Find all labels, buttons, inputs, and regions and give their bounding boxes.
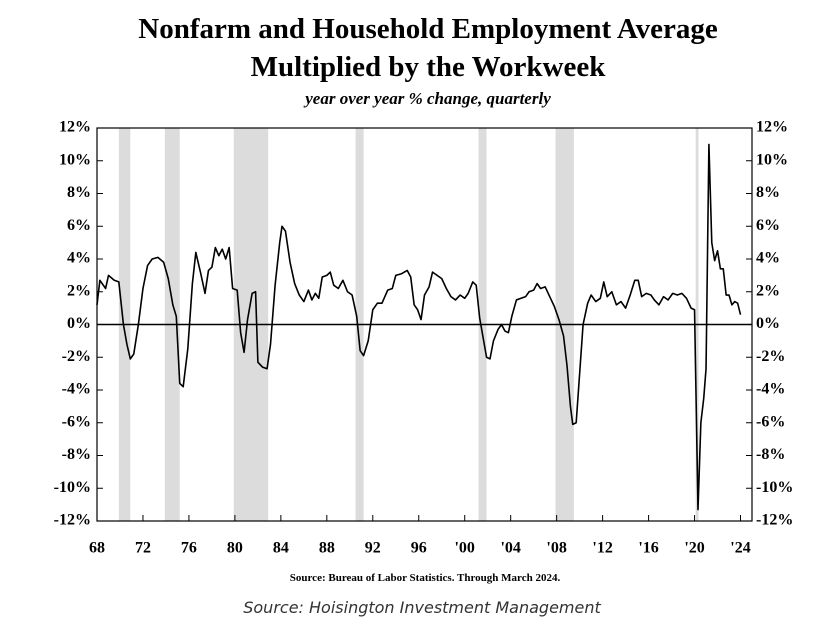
y2-tick-label: 4%	[756, 250, 780, 267]
y2-tick-label: 10%	[756, 151, 788, 168]
y-tick-label: -2%	[62, 348, 91, 365]
footer: Source: Hoisington Investment Management	[243, 598, 601, 617]
y-tick-label: 0%	[67, 315, 91, 332]
y2-tick-label: -10%	[756, 479, 793, 496]
y2-tick-label: 0%	[756, 315, 780, 332]
x-tick-label: 80	[227, 540, 243, 557]
x-tick-label: 76	[181, 540, 197, 557]
x-tick-label: '20	[684, 540, 704, 557]
y2-tick-label: -6%	[756, 413, 785, 430]
x-tick-label: 92	[365, 540, 381, 557]
x-tick-label: 68	[89, 540, 105, 557]
y2-tick-label: -2%	[756, 348, 785, 365]
y-tick-label: 12%	[59, 119, 91, 136]
x-tick-label: '04	[500, 540, 520, 557]
y-tick-label: 6%	[67, 217, 91, 234]
y-tick-label: -10%	[54, 479, 91, 496]
x-tick-label: '24	[730, 540, 750, 557]
data-line	[96, 143, 742, 511]
y2-tick-label: -8%	[756, 446, 785, 463]
source-note: Source: Bureau of Labor Statistics. Thro…	[290, 572, 561, 584]
x-tick-label: 96	[411, 540, 427, 557]
y2-tick-label: -4%	[756, 381, 785, 398]
y-tick-label: 4%	[67, 250, 91, 267]
x-tick-label: '12	[592, 540, 612, 557]
y2-tick-label: 8%	[756, 184, 780, 201]
x-tick-label: '16	[638, 540, 658, 557]
y2-tick-label: 2%	[756, 282, 780, 299]
y2-tick-label: 6%	[756, 217, 780, 234]
x-tick-label: 88	[319, 540, 335, 557]
y2-tick-label: -12%	[756, 512, 793, 529]
y-tick-label: -6%	[62, 413, 91, 430]
y-tick-label: -12%	[54, 512, 91, 529]
x-tick-label: '00	[454, 540, 474, 557]
y-tick-label: -4%	[62, 381, 91, 398]
y-tick-label: 8%	[67, 184, 91, 201]
x-tick-label: '08	[546, 540, 566, 557]
y2-tick-label: 12%	[756, 119, 788, 136]
chart-title: Nonfarm and Household Employment Average	[138, 13, 718, 45]
x-tick-label: 72	[135, 540, 151, 557]
y-tick-label: 10%	[59, 151, 91, 168]
chart-subtitle: year over year % change, quarterly	[303, 89, 551, 108]
chart-title: Multiplied by the Workweek	[251, 51, 607, 83]
x-tick-label: 84	[273, 540, 289, 557]
y-tick-label: -8%	[62, 446, 91, 463]
y-tick-label: 2%	[67, 282, 91, 299]
